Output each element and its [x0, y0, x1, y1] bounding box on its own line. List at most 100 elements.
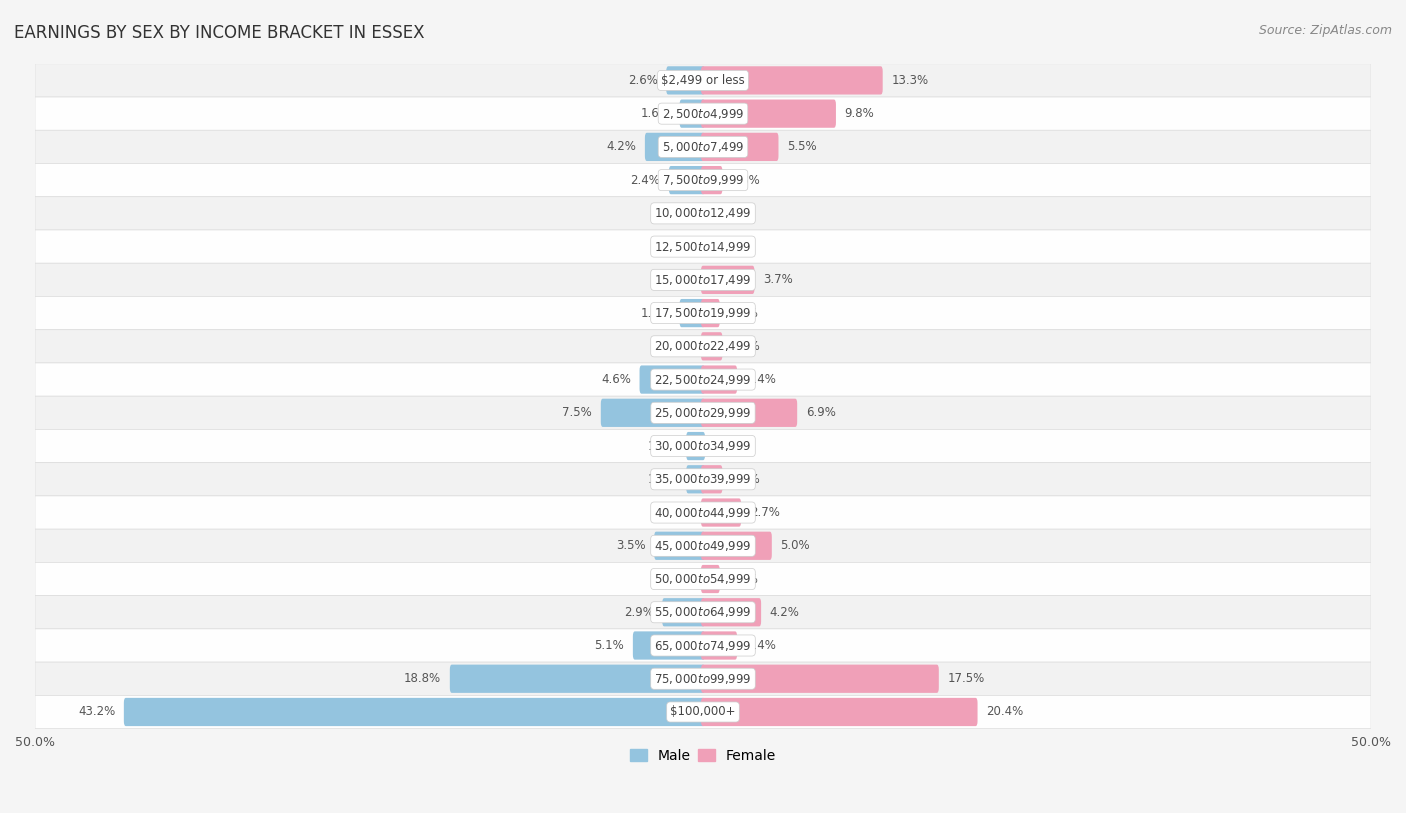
Text: 0.0%: 0.0% — [714, 440, 744, 453]
Text: $50,000 to $54,999: $50,000 to $54,999 — [654, 572, 752, 586]
FancyBboxPatch shape — [702, 299, 720, 327]
Text: $5,000 to $7,499: $5,000 to $7,499 — [662, 140, 744, 154]
FancyBboxPatch shape — [679, 299, 704, 327]
FancyBboxPatch shape — [645, 133, 704, 161]
FancyBboxPatch shape — [702, 498, 741, 527]
FancyBboxPatch shape — [702, 632, 737, 659]
Text: 1.6%: 1.6% — [641, 107, 671, 120]
FancyBboxPatch shape — [35, 662, 1371, 695]
Text: 0.0%: 0.0% — [662, 207, 692, 220]
FancyBboxPatch shape — [633, 632, 704, 659]
Text: 0.0%: 0.0% — [662, 506, 692, 519]
FancyBboxPatch shape — [35, 263, 1371, 297]
FancyBboxPatch shape — [124, 698, 704, 726]
Text: 0.0%: 0.0% — [714, 240, 744, 253]
FancyBboxPatch shape — [600, 398, 704, 427]
FancyBboxPatch shape — [662, 598, 704, 626]
FancyBboxPatch shape — [702, 398, 797, 427]
FancyBboxPatch shape — [702, 565, 720, 593]
FancyBboxPatch shape — [640, 366, 704, 393]
Text: 0.0%: 0.0% — [662, 273, 692, 286]
Text: 4.2%: 4.2% — [606, 141, 636, 154]
Text: 2.7%: 2.7% — [749, 506, 780, 519]
Text: $25,000 to $29,999: $25,000 to $29,999 — [654, 406, 752, 420]
FancyBboxPatch shape — [702, 266, 755, 294]
Text: 9.8%: 9.8% — [845, 107, 875, 120]
Text: 2.9%: 2.9% — [624, 606, 654, 619]
Text: $65,000 to $74,999: $65,000 to $74,999 — [654, 638, 752, 653]
Text: $12,500 to $14,999: $12,500 to $14,999 — [654, 240, 752, 254]
FancyBboxPatch shape — [35, 463, 1371, 496]
Text: 17.5%: 17.5% — [948, 672, 984, 685]
Text: $17,500 to $19,999: $17,500 to $19,999 — [654, 306, 752, 320]
Text: $2,500 to $4,999: $2,500 to $4,999 — [662, 107, 744, 120]
FancyBboxPatch shape — [35, 330, 1371, 363]
Text: $30,000 to $34,999: $30,000 to $34,999 — [654, 439, 752, 453]
Text: 0.0%: 0.0% — [662, 340, 692, 353]
Text: 5.5%: 5.5% — [787, 141, 817, 154]
Text: 1.3%: 1.3% — [731, 174, 761, 187]
FancyBboxPatch shape — [35, 230, 1371, 263]
FancyBboxPatch shape — [654, 532, 704, 560]
FancyBboxPatch shape — [35, 496, 1371, 529]
FancyBboxPatch shape — [666, 67, 704, 94]
Text: 2.4%: 2.4% — [745, 639, 776, 652]
FancyBboxPatch shape — [35, 695, 1371, 728]
Text: $22,500 to $24,999: $22,500 to $24,999 — [654, 372, 752, 386]
Text: 20.4%: 20.4% — [986, 706, 1024, 719]
Text: 1.1%: 1.1% — [728, 572, 758, 585]
FancyBboxPatch shape — [35, 563, 1371, 596]
Text: $35,000 to $39,999: $35,000 to $39,999 — [654, 472, 752, 486]
FancyBboxPatch shape — [35, 429, 1371, 463]
FancyBboxPatch shape — [35, 363, 1371, 396]
Text: 2.4%: 2.4% — [745, 373, 776, 386]
Text: 3.7%: 3.7% — [763, 273, 793, 286]
Text: EARNINGS BY SEX BY INCOME BRACKET IN ESSEX: EARNINGS BY SEX BY INCOME BRACKET IN ESS… — [14, 24, 425, 42]
Text: 1.3%: 1.3% — [731, 473, 761, 486]
Text: 1.1%: 1.1% — [648, 473, 678, 486]
FancyBboxPatch shape — [686, 432, 704, 460]
Text: $15,000 to $17,499: $15,000 to $17,499 — [654, 273, 752, 287]
Text: 5.1%: 5.1% — [595, 639, 624, 652]
FancyBboxPatch shape — [450, 664, 704, 693]
Text: 1.1%: 1.1% — [648, 440, 678, 453]
Text: $75,000 to $99,999: $75,000 to $99,999 — [654, 672, 752, 685]
FancyBboxPatch shape — [702, 133, 779, 161]
FancyBboxPatch shape — [35, 629, 1371, 662]
Text: 1.3%: 1.3% — [731, 340, 761, 353]
Text: $40,000 to $44,999: $40,000 to $44,999 — [654, 506, 752, 520]
FancyBboxPatch shape — [702, 67, 883, 94]
FancyBboxPatch shape — [702, 664, 939, 693]
Text: 6.9%: 6.9% — [806, 406, 835, 420]
FancyBboxPatch shape — [35, 63, 1371, 97]
FancyBboxPatch shape — [669, 166, 704, 194]
FancyBboxPatch shape — [702, 465, 723, 493]
FancyBboxPatch shape — [702, 698, 977, 726]
FancyBboxPatch shape — [35, 297, 1371, 330]
Text: 1.1%: 1.1% — [728, 307, 758, 320]
Text: 3.5%: 3.5% — [616, 539, 645, 552]
Legend: Male, Female: Male, Female — [624, 743, 782, 768]
Text: 2.6%: 2.6% — [627, 74, 658, 87]
FancyBboxPatch shape — [35, 396, 1371, 429]
FancyBboxPatch shape — [679, 99, 704, 128]
Text: 13.3%: 13.3% — [891, 74, 928, 87]
FancyBboxPatch shape — [35, 163, 1371, 197]
Text: $10,000 to $12,499: $10,000 to $12,499 — [654, 207, 752, 220]
FancyBboxPatch shape — [35, 130, 1371, 163]
Text: 43.2%: 43.2% — [77, 706, 115, 719]
Text: $2,499 or less: $2,499 or less — [661, 74, 745, 87]
FancyBboxPatch shape — [702, 99, 837, 128]
Text: 0.0%: 0.0% — [714, 207, 744, 220]
FancyBboxPatch shape — [702, 166, 723, 194]
Text: $100,000+: $100,000+ — [671, 706, 735, 719]
Text: 0.0%: 0.0% — [662, 240, 692, 253]
FancyBboxPatch shape — [702, 366, 737, 393]
FancyBboxPatch shape — [702, 333, 723, 360]
FancyBboxPatch shape — [686, 465, 704, 493]
Text: $55,000 to $64,999: $55,000 to $64,999 — [654, 605, 752, 620]
Text: 0.0%: 0.0% — [662, 572, 692, 585]
Text: 2.4%: 2.4% — [630, 174, 661, 187]
Text: 4.6%: 4.6% — [600, 373, 631, 386]
Text: 1.6%: 1.6% — [641, 307, 671, 320]
